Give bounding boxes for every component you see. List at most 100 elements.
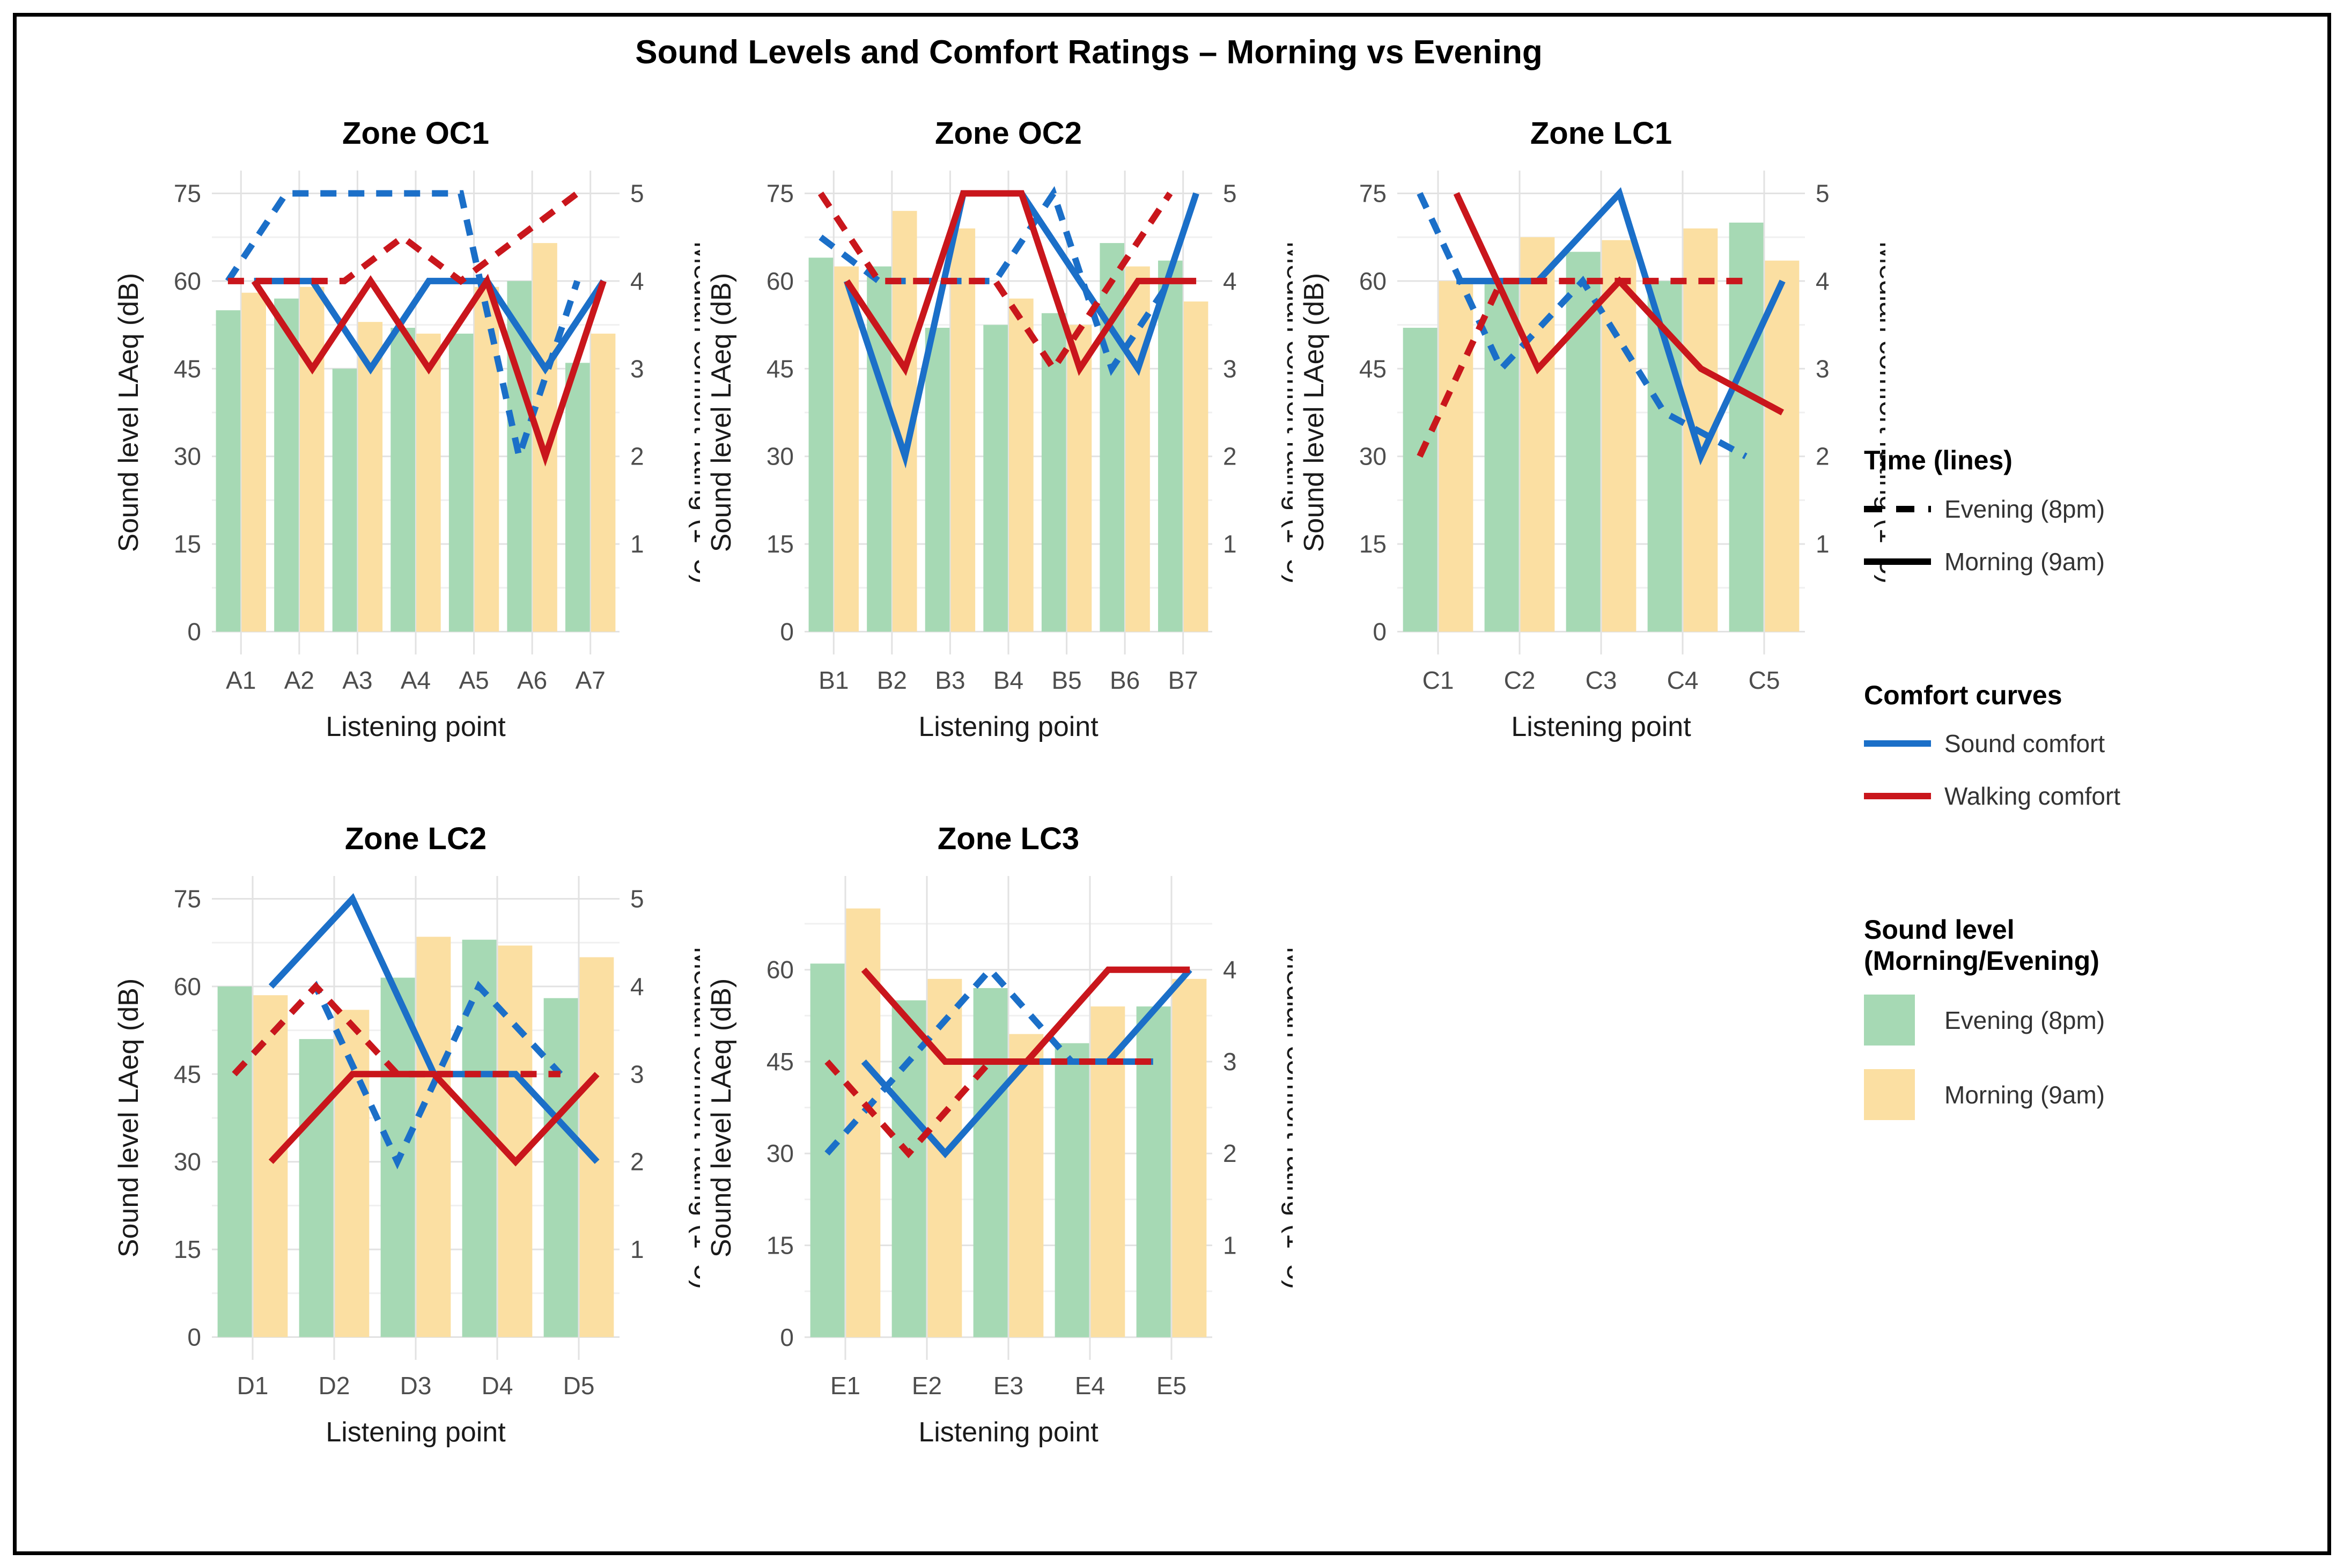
y-left-tick-label: 60 xyxy=(174,973,201,1000)
x-tick-label: A3 xyxy=(342,666,372,694)
panel-zone-lc1: Zone LC1 0 15 30 45 60 75 1 2 3 4 5 C1 C2 C3 C4 C5 Listen… xyxy=(1295,102,1885,805)
x-tick-label: C5 xyxy=(1749,666,1780,694)
x-tick-label: A6 xyxy=(517,666,547,694)
panel-zone-oc1: Zone OC1 0 15 30 45 60 75 1 2 3 4 5 A1 A2 A3 A4 A5 A6 A7 Li… xyxy=(110,102,700,805)
legend-curves-title: Comfort curves xyxy=(1864,680,2062,710)
y-left-axis-title: Sound level LAeq (dB) xyxy=(706,273,737,552)
walking-evening-line xyxy=(232,982,561,1078)
x-tick-label: A7 xyxy=(576,666,606,694)
legend-item-morning-bar: Morning (9am) xyxy=(1864,1069,2325,1120)
legend-time-title: Time (lines) xyxy=(1864,445,2013,475)
bar-morning xyxy=(498,945,533,1337)
legend-item-evening-bar: Evening (8pm) xyxy=(1864,995,2325,1046)
panel-zone-lc2: Zone LC2 0 15 30 45 60 75 1 2 3 4 5 D1 D2 D3 D4 D5 Listen… xyxy=(110,807,700,1510)
bar-evening xyxy=(390,328,415,632)
x-tick-label: C2 xyxy=(1504,666,1536,694)
legend-fill-title: Sound level (Morning/Evening) xyxy=(1864,915,2325,976)
y-left-tick-label: 0 xyxy=(780,618,794,646)
y-right-tick-label: 4 xyxy=(1223,267,1237,295)
x-axis-title: Listening point xyxy=(326,1417,506,1448)
y-right-axis-title: Median comfort rating (1–5) xyxy=(688,241,700,584)
bar-evening xyxy=(274,298,299,632)
y-right-axis-title: Median comfort rating (1–5) xyxy=(1281,947,1293,1290)
green-swatch-icon xyxy=(1864,995,1944,1046)
bar-morning xyxy=(1067,325,1092,632)
legend-item-label: Morning (9am) xyxy=(1944,547,2105,576)
x-tick-label: E3 xyxy=(993,1372,1023,1400)
bar-evening xyxy=(1158,260,1183,632)
y-right-tick-label: 3 xyxy=(1816,355,1830,382)
y-right-axis-title: Median comfort rating (1–5) xyxy=(688,947,700,1290)
x-tick-label: D5 xyxy=(563,1372,595,1400)
bar-morning xyxy=(1602,240,1637,632)
x-axis-title: Listening point xyxy=(1511,711,1691,742)
y-right-tick-label: 1 xyxy=(630,530,644,558)
x-tick-label: B5 xyxy=(1051,666,1081,694)
x-tick-label: B6 xyxy=(1110,666,1140,694)
y-right-tick-label: 3 xyxy=(1223,1048,1237,1076)
y-left-tick-label: 60 xyxy=(766,956,794,984)
bar-morning xyxy=(416,333,441,632)
y-right-tick-label: 4 xyxy=(630,267,644,295)
bar-evening xyxy=(1729,222,1764,632)
legend-fill-title-line2: (Morning/Evening) xyxy=(1864,945,2099,976)
y-right-axis-title: Median comfort rating (1–5) xyxy=(1281,241,1293,584)
panel-title: Zone LC2 xyxy=(345,821,487,856)
y-left-tick-label: 30 xyxy=(174,1148,201,1176)
bar-morning xyxy=(299,286,325,632)
x-tick-label: A2 xyxy=(284,666,314,694)
y-right-tick-label: 4 xyxy=(1223,956,1237,984)
bar-morning xyxy=(927,978,962,1337)
y-left-tick-label: 75 xyxy=(1359,179,1387,207)
x-tick-label: C1 xyxy=(1422,666,1454,694)
bar-evening xyxy=(1484,284,1519,632)
bar-morning xyxy=(1009,1034,1044,1337)
legend-item-walking-comfort: Walking comfort xyxy=(1864,782,2325,811)
red-line-icon xyxy=(1864,792,1944,800)
walking-evening-line xyxy=(227,190,579,285)
y-right-tick-label: 3 xyxy=(1223,355,1237,382)
bar-morning xyxy=(1125,266,1150,632)
legend-item-morning-line: Morning (9am) xyxy=(1864,547,2325,576)
y-left-axis-title: Sound level LAeq (dB) xyxy=(113,978,144,1257)
legend-item-label: Morning (9am) xyxy=(1944,1080,2105,1109)
y-right-tick-label: 5 xyxy=(630,179,644,207)
x-tick-label: C4 xyxy=(1667,666,1699,694)
bar-evening xyxy=(1403,328,1438,632)
x-tick-label: D2 xyxy=(319,1372,350,1400)
y-left-tick-label: 30 xyxy=(1359,443,1387,470)
y-right-tick-label: 5 xyxy=(1816,179,1830,207)
sound-evening-line xyxy=(819,186,1173,376)
y-right-tick-label: 1 xyxy=(1223,530,1237,558)
y-right-axis-title: Median comfort rating (1–5) xyxy=(1874,241,1885,584)
y-left-axis-title: Sound level LAeq (dB) xyxy=(706,978,737,1257)
y-right-tick-label: 2 xyxy=(630,443,644,470)
x-tick-label: E4 xyxy=(1075,1372,1105,1400)
walking-morning-line xyxy=(1453,192,1785,416)
bar-evening xyxy=(1566,252,1601,632)
sound-evening-line xyxy=(232,981,563,1169)
bar-evening xyxy=(1055,1043,1089,1337)
y-right-tick-label: 1 xyxy=(630,1235,644,1263)
bar-morning xyxy=(1520,237,1555,632)
y-left-tick-label: 45 xyxy=(174,355,201,382)
y-right-tick-label: 4 xyxy=(630,973,644,1000)
legend-item-label: Evening (8pm) xyxy=(1944,495,2105,523)
y-left-tick-label: 15 xyxy=(766,530,794,558)
chart-zone-lc3: Zone LC3 0 15 30 45 60 1 2 3 4 E1 E2 E3 E4 E5 Listening… xyxy=(706,821,1293,1448)
bar-evening xyxy=(217,986,252,1337)
y-left-tick-label: 0 xyxy=(187,1323,201,1351)
x-tick-label: B1 xyxy=(819,666,849,694)
bar-morning xyxy=(416,937,451,1337)
y-right-tick-label: 2 xyxy=(1223,1139,1237,1167)
solid-line-icon xyxy=(1864,557,1944,566)
bar-evening xyxy=(216,310,241,632)
panel-title: Zone OC2 xyxy=(935,116,1082,151)
panel-title: Zone LC1 xyxy=(1530,116,1672,151)
bar-evening xyxy=(332,369,357,632)
y-left-tick-label: 30 xyxy=(766,1139,794,1167)
panel-zone-oc2: Zone OC2 0 15 30 45 60 75 1 2 3 4 5 B1 B2 B3 B4 B5 B6 B7 Li… xyxy=(703,102,1293,805)
bar-morning xyxy=(950,228,976,632)
bar-morning xyxy=(241,292,266,632)
